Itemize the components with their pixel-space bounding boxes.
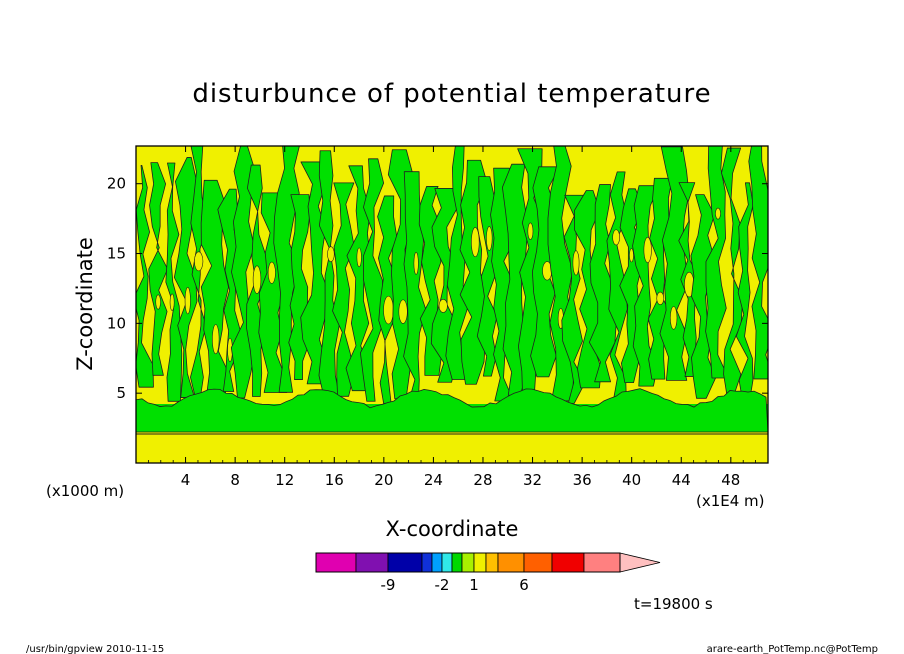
yellow-island bbox=[194, 251, 204, 272]
yellow-island bbox=[212, 324, 220, 355]
green-plume bbox=[705, 146, 729, 379]
green-plume bbox=[748, 146, 768, 380]
green-plume bbox=[359, 158, 385, 402]
yellow-island bbox=[327, 246, 335, 262]
yellow-island bbox=[572, 250, 580, 276]
green-plume bbox=[200, 179, 229, 395]
x-tick-label: 12 bbox=[275, 471, 294, 489]
green-plume bbox=[136, 165, 154, 388]
colorbar-swatch bbox=[583, 552, 621, 573]
green-plume bbox=[606, 171, 628, 402]
colorbar-swatch bbox=[431, 552, 443, 573]
colorbar-swatch bbox=[485, 552, 499, 573]
y-tick-label: 20 bbox=[107, 175, 126, 193]
colorbar-label: 6 bbox=[519, 576, 529, 594]
colorbar-swatch bbox=[461, 552, 475, 573]
x-tick-label: 16 bbox=[325, 471, 344, 489]
colorbar-label: -2 bbox=[435, 576, 450, 594]
green-plume bbox=[148, 162, 168, 376]
green-plume bbox=[273, 146, 300, 393]
colorbar-swatch bbox=[421, 552, 433, 573]
x-tick-label: 28 bbox=[473, 471, 492, 489]
y-tick-label: 5 bbox=[116, 384, 126, 402]
x-tick-label: 20 bbox=[374, 471, 393, 489]
colorbar-swatch bbox=[355, 552, 389, 573]
colorbar-swatch bbox=[497, 552, 525, 573]
colorbar-swatch bbox=[451, 552, 463, 573]
yellow-island bbox=[527, 222, 534, 240]
yellow-island bbox=[438, 298, 448, 313]
colorbar-arrow bbox=[619, 552, 661, 573]
green-plume bbox=[735, 182, 754, 403]
plot-frame bbox=[135, 145, 769, 464]
lower-green-wave bbox=[136, 388, 768, 433]
colorbar-frame bbox=[315, 552, 621, 573]
colorbar-swatch bbox=[441, 552, 453, 573]
bottom-yellow-band bbox=[136, 434, 768, 463]
green-plume bbox=[318, 150, 341, 401]
yellow-island bbox=[471, 227, 480, 258]
colorbar-swatch bbox=[473, 552, 487, 573]
colorbar-label: 1 bbox=[469, 576, 479, 594]
yellow-island bbox=[267, 261, 276, 284]
x-tick-label: 24 bbox=[424, 471, 443, 489]
green-plume bbox=[588, 184, 617, 383]
y-axis-label: Z-coordinate bbox=[73, 237, 97, 371]
yellow-island bbox=[715, 207, 721, 220]
yellow-island bbox=[486, 226, 493, 251]
colorbar-swatch bbox=[387, 552, 423, 573]
x-tick-label: 40 bbox=[622, 471, 641, 489]
green-plume bbox=[345, 165, 371, 392]
y-unit-label: (x1000 m) bbox=[46, 482, 124, 500]
x-tick-label: 4 bbox=[181, 471, 191, 489]
x-tick-label: 36 bbox=[573, 471, 592, 489]
green-plume bbox=[659, 146, 690, 381]
x-axis-label: X-coordinate bbox=[386, 517, 519, 541]
y-tick-label: 10 bbox=[107, 314, 126, 332]
chart-title: disturbunce of potential temperature bbox=[192, 79, 711, 109]
footer-left: /usr/bin/gpview 2010-11-15 bbox=[26, 644, 164, 654]
y-axis: 5 10 15 20 bbox=[107, 175, 768, 402]
x-unit-label: (x1E4 m) bbox=[696, 492, 765, 510]
footer-right: arare-earth_PotTemp.nc@PotTemp bbox=[707, 644, 878, 654]
contour-field bbox=[136, 146, 768, 404]
yellow-island bbox=[184, 286, 191, 315]
yellow-island bbox=[383, 295, 394, 325]
green-plume bbox=[332, 182, 355, 397]
yellow-island bbox=[612, 229, 620, 246]
yellow-island bbox=[629, 248, 634, 263]
x-tick-label: 8 bbox=[230, 471, 240, 489]
colorbar-swatch bbox=[315, 552, 357, 573]
green-plume bbox=[445, 146, 473, 380]
yellow-island bbox=[169, 293, 175, 311]
yellow-island bbox=[155, 294, 161, 310]
colorbar-swatch bbox=[551, 552, 585, 573]
y-tick-label: 15 bbox=[107, 245, 126, 263]
colorbar-label: -9 bbox=[381, 576, 396, 594]
x-tick-label: 44 bbox=[672, 471, 691, 489]
yellow-island bbox=[252, 265, 262, 294]
x-tick-label: 48 bbox=[721, 471, 740, 489]
yellow-island bbox=[413, 252, 419, 275]
colorbar: -9 -2 1 6 bbox=[315, 552, 661, 594]
time-label: t=19800 s bbox=[634, 595, 713, 613]
yellow-island bbox=[356, 247, 362, 268]
yellow-island bbox=[643, 237, 652, 263]
yellow-island bbox=[398, 299, 408, 324]
yellow-island bbox=[656, 291, 665, 306]
plot-area bbox=[136, 146, 768, 463]
colorbar-swatch bbox=[523, 552, 553, 573]
x-axis: 4 8 12 16 20 24 28 32 36 40 44 48 bbox=[147, 146, 757, 489]
x-tick-label: 32 bbox=[523, 471, 542, 489]
yellow-island bbox=[669, 306, 678, 330]
